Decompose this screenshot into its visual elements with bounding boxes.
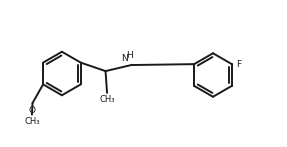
Text: CH₃: CH₃ — [99, 95, 115, 104]
Text: CH₃: CH₃ — [24, 117, 40, 126]
Text: N: N — [121, 54, 128, 63]
Text: O: O — [28, 106, 35, 115]
Text: H: H — [126, 51, 133, 60]
Text: F: F — [236, 60, 241, 69]
